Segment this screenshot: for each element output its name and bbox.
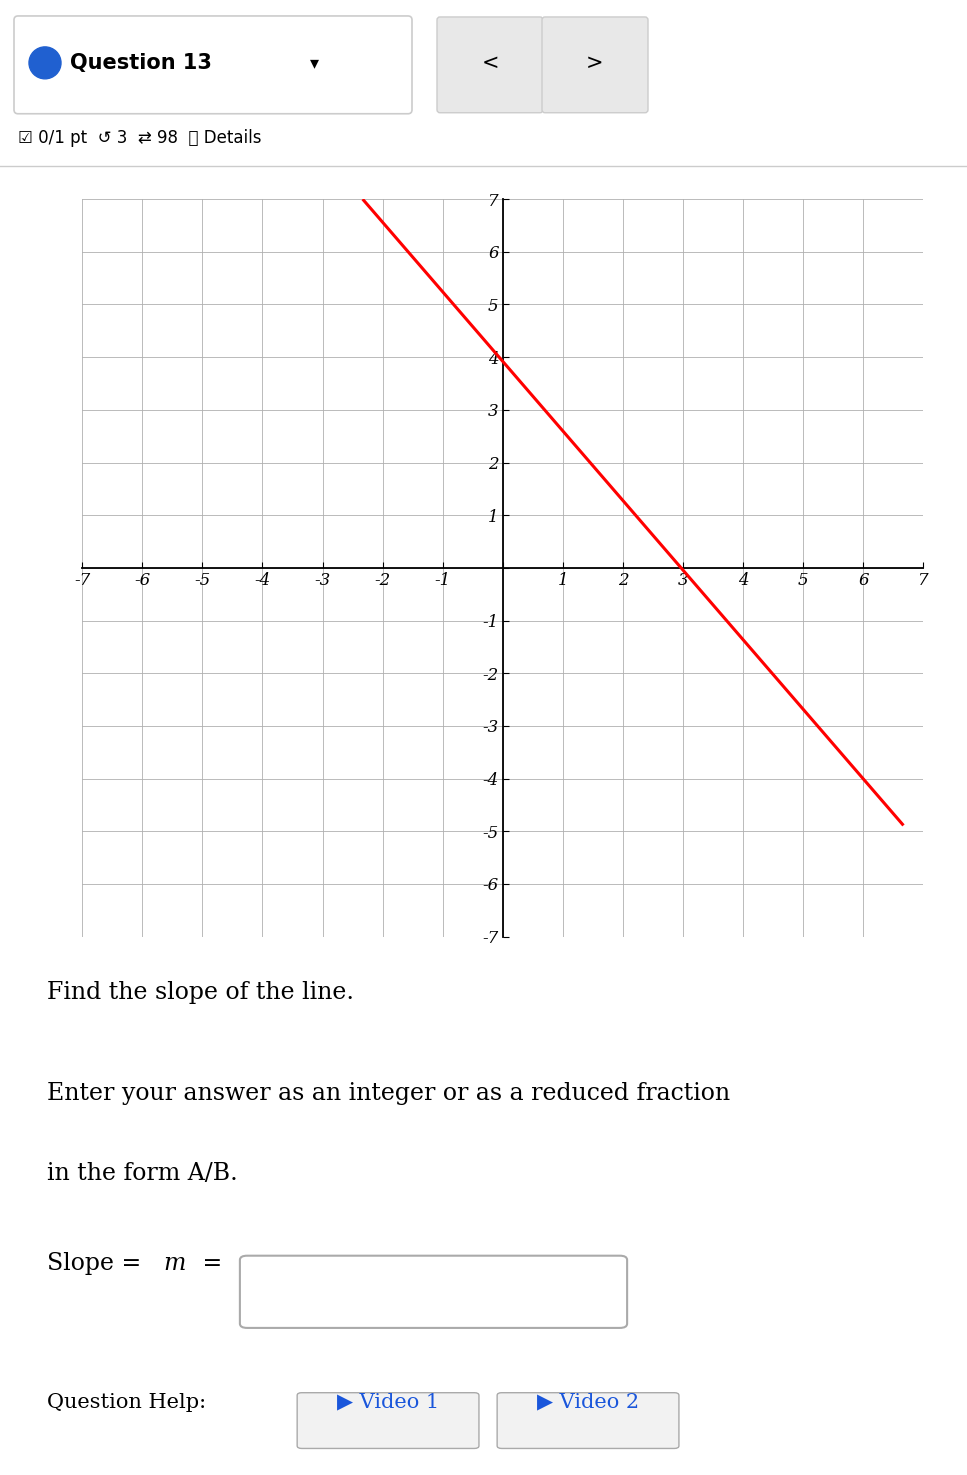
- Text: Enter your answer as an integer or as a reduced fraction: Enter your answer as an integer or as a …: [47, 1083, 730, 1105]
- Text: >: >: [586, 53, 603, 72]
- Text: ☑ 0/1 pt  ↺ 3  ⇄ 98  ⓘ Details: ☑ 0/1 pt ↺ 3 ⇄ 98 ⓘ Details: [18, 128, 261, 146]
- Circle shape: [29, 47, 61, 78]
- Text: Find the slope of the line.: Find the slope of the line.: [47, 981, 354, 1004]
- Text: m: m: [163, 1252, 186, 1274]
- Text: ▾: ▾: [310, 55, 319, 72]
- FancyBboxPatch shape: [14, 16, 412, 114]
- FancyBboxPatch shape: [497, 1392, 679, 1448]
- Text: ▶ Video 2: ▶ Video 2: [537, 1392, 639, 1412]
- FancyBboxPatch shape: [240, 1255, 628, 1328]
- Text: =: =: [195, 1252, 222, 1274]
- Text: in the form A/B.: in the form A/B.: [47, 1162, 238, 1184]
- Text: ▶ Video 1: ▶ Video 1: [337, 1392, 439, 1412]
- FancyBboxPatch shape: [437, 16, 543, 112]
- Text: Question 13: Question 13: [70, 53, 212, 72]
- Text: Question Help:: Question Help:: [47, 1392, 206, 1412]
- FancyBboxPatch shape: [542, 16, 648, 112]
- FancyBboxPatch shape: [297, 1392, 479, 1448]
- Text: Slope =: Slope =: [47, 1252, 149, 1274]
- Text: <: <: [482, 53, 499, 72]
